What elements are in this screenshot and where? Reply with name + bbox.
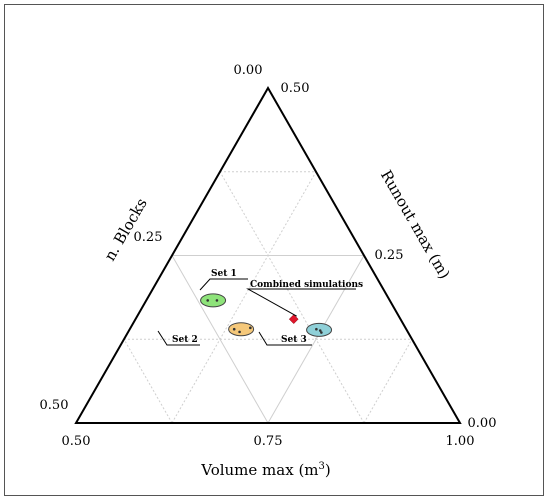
left-tick-label: 0.00 <box>234 63 263 78</box>
set-2-label: Set 2 <box>172 335 198 345</box>
bottom-tick-label: 0.75 <box>254 434 283 449</box>
left-tick-label: 0.25 <box>134 230 163 245</box>
grid-line <box>363 339 413 424</box>
combined-simulations-label: Combined simulations <box>250 280 363 290</box>
bottom-tick-label: 1.00 <box>446 434 475 449</box>
combined-simulations-leader <box>246 288 356 317</box>
set-3-label: Set 3 <box>281 335 307 345</box>
set-1-ellipse <box>228 322 255 337</box>
set-3-leader <box>258 331 312 346</box>
set-3-ellipse <box>306 322 333 337</box>
set-1-point <box>232 327 236 331</box>
ternary-triangle <box>74 85 462 424</box>
grid-line <box>219 171 365 424</box>
grid-line <box>171 171 317 424</box>
set-2-ellipse <box>200 293 227 308</box>
bottom-axis-title: Volume max (m3) <box>200 461 331 479</box>
set-2-leader <box>157 330 200 346</box>
set-3-point <box>315 327 318 331</box>
right-tick-label: 0.50 <box>281 81 310 96</box>
set-2-point <box>206 299 210 302</box>
set-1-point <box>249 326 252 330</box>
combined-simulations-marker <box>288 314 299 325</box>
grid-line <box>123 339 173 424</box>
set-3-point <box>318 329 322 332</box>
set-1-point <box>238 330 241 334</box>
grid-line <box>171 255 269 424</box>
set-3-point <box>320 331 323 334</box>
right-tick-label: 0.25 <box>375 248 404 263</box>
right-axis-title: Runout max (m) <box>377 167 454 282</box>
left-tick-label: 0.50 <box>40 398 69 413</box>
set-1-label: Set 1 <box>211 269 237 279</box>
bottom-tick-label: 0.50 <box>62 434 91 449</box>
set-2-point <box>215 299 219 302</box>
right-tick-label: 0.00 <box>468 416 497 431</box>
set-1-leader <box>199 278 248 291</box>
grid-line <box>267 255 365 424</box>
